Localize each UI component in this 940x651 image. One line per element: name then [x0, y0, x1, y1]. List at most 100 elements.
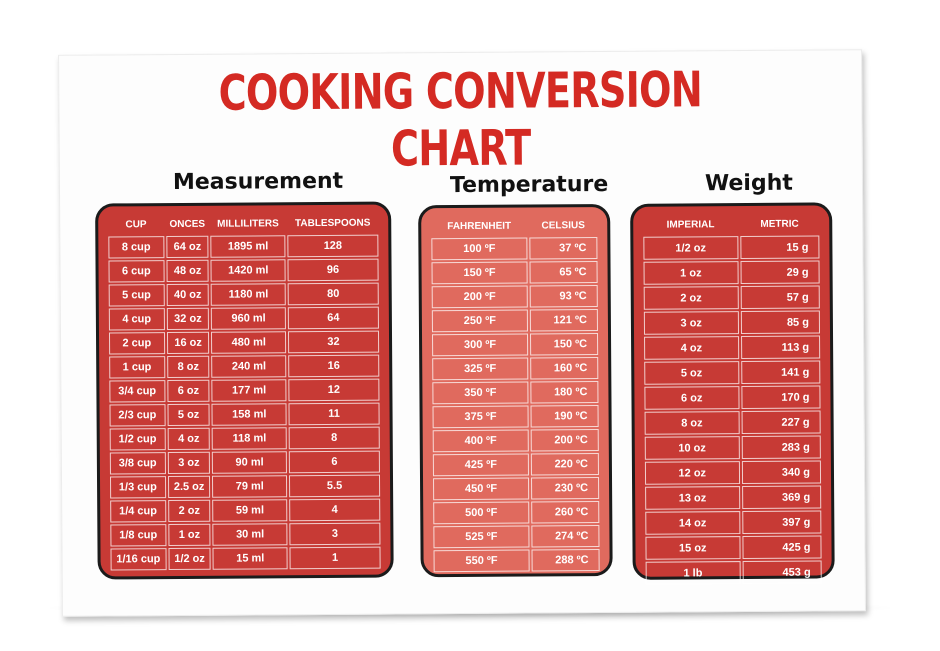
weight-cell: 57 g [740, 285, 820, 310]
weight-cell: 6 oz [644, 386, 740, 410]
measurement-cell: 64 [287, 306, 379, 330]
measurement-row: 3/8 cup 3 oz 90 ml 6 [109, 450, 380, 475]
temperature-cell: 190 ºC [530, 405, 599, 428]
weight-row: 13 oz 369 g [645, 485, 822, 510]
measurement-cell: 40 oz [166, 283, 210, 307]
measurement-cell: 4 oz [167, 427, 211, 451]
measurement-row: 1/2 cup 4 oz 118 ml 8 [109, 426, 380, 451]
weight-row: 2 oz 57 g [643, 285, 820, 310]
measurement-cell: 6 cup [108, 260, 165, 283]
measurement-cell: 2/3 cup [109, 404, 166, 427]
measurement-cell: 1 cup [109, 356, 165, 379]
measurement-row: 5 cup 40 oz 1180 ml 80 [108, 282, 379, 307]
measurement-cell: 3 oz [167, 451, 211, 475]
weight-cell: 283 g [741, 435, 821, 460]
measurement-cell: 1420 ml [210, 259, 286, 282]
weight-cell: 1 lb [645, 561, 741, 585]
weight-cell: 8 oz [644, 411, 740, 435]
conversion-chart-board: COOKING CONVERSION CHART Measurement Tem… [58, 49, 866, 617]
weight-row: 12 oz 340 g [644, 460, 822, 485]
weight-row: 1 oz 29 g [643, 260, 820, 285]
chart-title: COOKING CONVERSION CHART [218, 61, 703, 178]
weight-column-header: METRIC [760, 218, 799, 230]
measurement-row: 1/4 cup 2 oz 59 ml 4 [110, 498, 381, 523]
weight-cell: 13 oz [645, 486, 740, 510]
temperature-cell: 425 ºF [432, 453, 529, 477]
weight-cell: 1 oz [643, 261, 739, 285]
temperature-row: 525 ºF 274 ºC [433, 525, 600, 549]
measurement-cell: 5 oz [167, 403, 211, 427]
temperature-cell: 550 ºF [433, 549, 530, 573]
measurement-cell: 64 oz [165, 235, 209, 259]
temperature-cell: 375 ºF [432, 405, 529, 429]
temperature-row: 550 ºF 288 ºC [433, 549, 600, 573]
measurement-cell: 1/3 cup [109, 476, 166, 499]
weight-row: 5 oz 141 g [644, 360, 821, 385]
weight-cell: 1/2 oz [643, 236, 739, 260]
measurement-cell: 5.5 [288, 474, 381, 498]
weight-row: 15 oz 425 g [645, 535, 822, 560]
temperature-cell: 250 ºF [431, 309, 528, 333]
measurement-cell: 15 ml [212, 547, 288, 570]
weight-cell: 141 g [740, 360, 821, 385]
weight-row: 3 oz 85 g [643, 310, 821, 335]
measurement-cell: 2 oz [167, 499, 211, 523]
weight-cell: 425 g [741, 535, 822, 560]
temperature-cell: 121 ºC [529, 309, 598, 332]
temperature-row: 450 ºF 230 ºC [433, 477, 600, 501]
temperature-cell: 65 ºC [529, 261, 598, 284]
temperature-cell: 274 ºC [531, 525, 600, 548]
measurement-cell: 1895 ml [210, 235, 286, 258]
measurement-cell: 3/4 cup [109, 380, 166, 403]
measurement-cell: 11 [288, 402, 380, 426]
weight-row: 1 lb 453 g [645, 560, 822, 585]
measurement-cell: 1 oz [167, 523, 211, 547]
measurement-column-header: ONCES [169, 218, 206, 231]
temperature-cell: 500 ºF [433, 501, 530, 525]
measurement-cell: 96 [287, 258, 379, 282]
temperature-cell: 260 ºC [531, 501, 600, 524]
temperature-row: 100 ºF 37 ºC [431, 237, 598, 261]
measurement-cell: 2.5 oz [167, 475, 211, 499]
measurement-cell: 2 cup [108, 332, 165, 355]
temperature-cell: 300 ºF [432, 333, 529, 357]
measurement-cell: 1 [289, 546, 381, 570]
temperature-cell: 150 ºF [431, 261, 528, 285]
weight-cell: 10 oz [644, 436, 740, 460]
measurement-cell: 1/8 cup [110, 524, 167, 547]
weight-cell: 15 g [739, 235, 820, 260]
measurement-cell: 16 [288, 354, 380, 378]
measurement-cell: 32 oz [166, 307, 210, 331]
measurement-row: 6 cup 48 oz 1420 ml 96 [108, 258, 379, 283]
weight-cell: 14 oz [645, 511, 740, 535]
measurement-cell: 240 ml [211, 355, 287, 378]
temperature-cell: 230 ºC [530, 477, 600, 500]
measurement-cell: 12 [288, 378, 380, 402]
measurement-column-header: MILLILITERS [217, 218, 279, 230]
temperature-cell: 37 ºC [529, 237, 598, 260]
temperature-cell: 220 ºC [530, 453, 599, 476]
measurement-row: 1/8 cup 1 oz 30 ml 3 [110, 522, 381, 547]
weight-cell: 2 oz [643, 286, 739, 310]
measurement-cell: 30 ml [212, 523, 288, 546]
measurement-row: 1/16 cup 1/2 oz 15 ml 1 [110, 546, 381, 571]
measurement-cell: 128 [287, 234, 379, 258]
measurement-cell: 6 [288, 450, 380, 474]
weight-column-header: IMPERIAL [666, 219, 715, 231]
weight-cell: 397 g [741, 510, 822, 535]
weight-row: 4 oz 113 g [644, 335, 821, 360]
measurement-cell: 3 [289, 522, 381, 546]
temperature-cell: 525 ºF [433, 525, 530, 549]
measurement-cell: 1/2 cup [109, 428, 166, 451]
temperature-cell: 200 ºF [431, 285, 528, 309]
temperature-cell: 93 ºC [529, 285, 598, 308]
temperature-cell: 450 ºF [433, 477, 530, 501]
weight-row: 8 oz 227 g [644, 410, 821, 435]
measurement-cell: 4 [289, 498, 381, 522]
temperature-row: 500 ºF 260 ºC [433, 501, 600, 525]
measurement-cell: 960 ml [211, 307, 286, 330]
measurement-cell: 90 ml [212, 451, 287, 474]
measurement-column-header: CUP [125, 219, 147, 231]
